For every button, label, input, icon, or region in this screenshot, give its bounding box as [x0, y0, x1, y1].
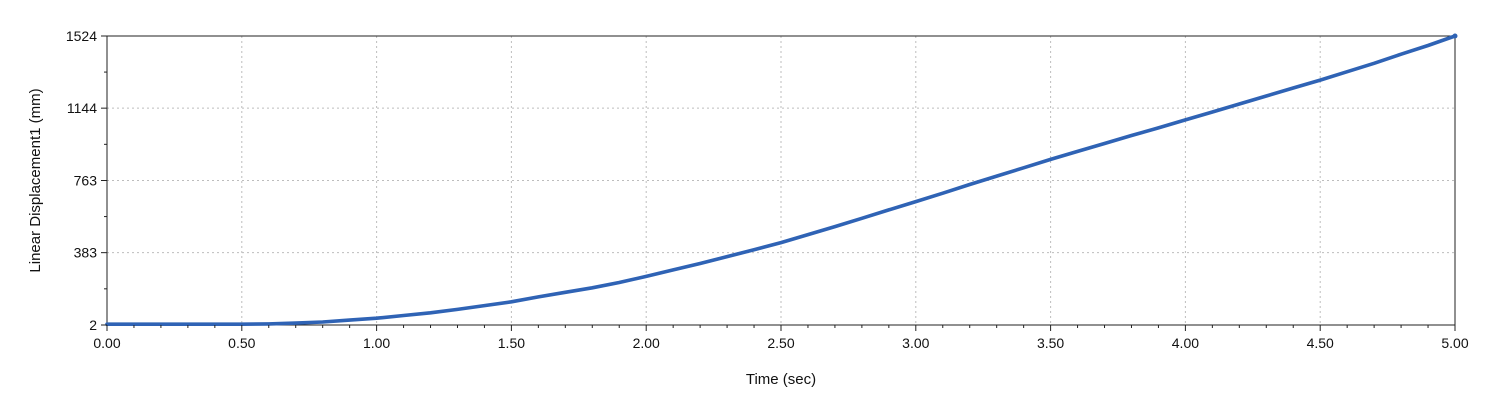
grid-layer [107, 36, 1455, 325]
x-axis: 0.00 0.50 1.00 1.50 2.00 2.50 3.00 3.50 4.00 4.50… [93, 325, 1469, 351]
y-axis: 2 383 763 1144 1524 [66, 28, 107, 333]
x-tick-label: 1.00 [363, 335, 390, 351]
x-tick-label: 3.00 [902, 335, 929, 351]
x-tick-label: 1.50 [498, 335, 525, 351]
y-tick-label: 383 [74, 245, 98, 261]
x-tick-label: 0.00 [93, 335, 120, 351]
series-layer [105, 33, 1458, 327]
y-axis-title: Linear Displacement1 (mm) [27, 88, 44, 272]
x-tick-label: 2.50 [767, 335, 794, 351]
x-axis-title: Time (sec) [746, 371, 816, 388]
x-tick-label: 4.50 [1307, 335, 1334, 351]
series-end-point [1452, 33, 1458, 39]
x-tick-label: 5.00 [1441, 335, 1468, 351]
series-line [105, 34, 1457, 327]
x-tick-label: 0.50 [228, 335, 255, 351]
y-tick-label: 2 [89, 317, 97, 333]
x-tick-label: 4.00 [1172, 335, 1199, 351]
x-tick-label: 3.50 [1037, 335, 1064, 351]
x-tick-label: 2.00 [633, 335, 660, 351]
y-tick-label: 763 [74, 173, 98, 189]
y-tick-label: 1144 [67, 100, 97, 116]
y-tick-label: 1524 [66, 28, 97, 44]
